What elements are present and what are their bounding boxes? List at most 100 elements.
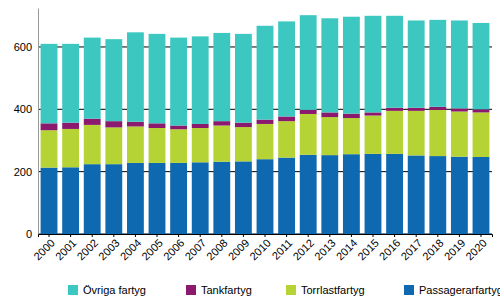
bar <box>149 123 166 128</box>
tick-mark <box>178 234 179 237</box>
bar <box>365 112 382 115</box>
bar <box>278 116 295 121</box>
tick-label: 2007 <box>182 237 208 263</box>
tick: 2019 <box>442 234 468 262</box>
tick-mark <box>394 234 395 237</box>
bar <box>365 154 382 234</box>
legend-item: Tankfartyg <box>186 284 252 296</box>
tick-mark <box>351 234 352 237</box>
tick: 2014 <box>334 234 360 262</box>
tick-label: 0 <box>26 228 32 240</box>
bar <box>257 124 274 159</box>
bar <box>127 122 144 127</box>
legend-label: Passagerarfartyg <box>419 284 500 296</box>
bar <box>429 20 446 107</box>
tick: 2018 <box>420 234 446 262</box>
legend-item: Övriga fartyg <box>68 284 146 296</box>
bar <box>321 18 338 112</box>
bar <box>451 20 468 108</box>
series <box>41 15 490 125</box>
tick-mark <box>286 234 287 237</box>
bar <box>105 121 122 127</box>
legend-label: Tankfartyg <box>201 284 252 296</box>
bar <box>300 110 317 114</box>
tick-mark <box>157 234 158 237</box>
bar <box>365 16 382 113</box>
bar <box>408 108 425 111</box>
legend-swatch <box>68 285 78 295</box>
bar <box>105 127 122 164</box>
bar <box>300 114 317 155</box>
bar <box>235 123 252 127</box>
bar <box>386 16 403 108</box>
tick-label: 2010 <box>247 237 273 263</box>
tick-mark <box>459 234 460 237</box>
bar <box>300 155 317 234</box>
tick: 2001 <box>53 234 79 262</box>
bar <box>343 17 360 114</box>
bar <box>62 167 79 234</box>
bar <box>192 124 209 128</box>
tick-mark <box>70 234 71 237</box>
tick: 2016 <box>377 234 403 262</box>
tick: 2004 <box>118 234 144 262</box>
bar <box>192 162 209 234</box>
bar <box>127 32 144 121</box>
bar <box>386 154 403 234</box>
bar <box>213 121 230 125</box>
tick-label: 2008 <box>204 237 230 263</box>
tick-label: 2003 <box>96 237 122 263</box>
bar <box>429 110 446 156</box>
tick: 2009 <box>226 234 252 262</box>
bar <box>235 127 252 161</box>
plot: 0200400600200020012002200320042005200620… <box>14 9 493 263</box>
tick-label: 2009 <box>226 237 252 263</box>
tick: 2017 <box>398 234 424 262</box>
bar <box>149 163 166 234</box>
tick-mark <box>92 234 93 237</box>
bar <box>278 158 295 234</box>
tick-label: 2004 <box>118 237 144 263</box>
bar <box>149 34 166 123</box>
bar <box>170 129 187 163</box>
tick-label: 2014 <box>334 237 360 263</box>
bar <box>62 123 79 129</box>
tick-label: 2015 <box>355 237 381 263</box>
bar <box>473 157 490 234</box>
bar <box>451 157 468 234</box>
bar <box>343 154 360 234</box>
tick-mark <box>265 234 266 237</box>
tick: 2007 <box>182 234 208 262</box>
tick: 2000 <box>31 234 57 262</box>
bar <box>84 119 101 125</box>
bar <box>192 36 209 124</box>
bar <box>321 155 338 234</box>
bar <box>257 26 274 120</box>
legend-label: Övriga fartyg <box>83 284 146 296</box>
bar <box>386 111 403 154</box>
bar <box>408 155 425 234</box>
bar <box>41 123 58 130</box>
tick-mark <box>221 234 222 237</box>
tick-label: 2018 <box>420 237 446 263</box>
bar <box>105 164 122 234</box>
tick-label: 2005 <box>139 237 165 263</box>
bar <box>84 125 101 164</box>
tick-mark <box>113 234 114 237</box>
tick-label: 2006 <box>161 237 187 263</box>
tick: 2020 <box>463 234 489 262</box>
bar <box>62 129 79 167</box>
bar <box>127 163 144 234</box>
bars <box>41 15 490 234</box>
bar <box>170 163 187 234</box>
bar <box>213 162 230 234</box>
tick-mark <box>49 234 50 237</box>
bar <box>451 111 468 156</box>
tick-label: 2019 <box>442 237 468 263</box>
tick: 2012 <box>290 234 316 262</box>
bar <box>213 33 230 121</box>
bar <box>343 114 360 118</box>
legend-label: Torrlastfartyg <box>301 284 365 296</box>
bar <box>473 23 490 109</box>
chart: 0200400600200020012002200320042005200620… <box>0 0 500 308</box>
